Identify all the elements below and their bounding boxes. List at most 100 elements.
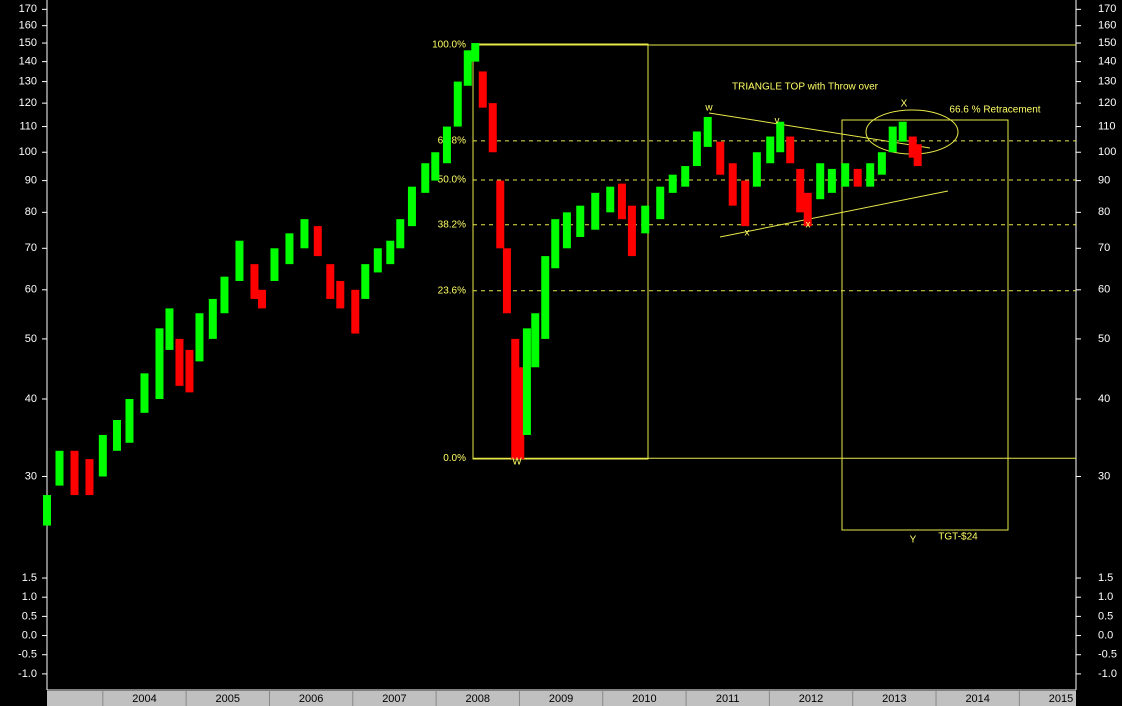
y-tick-label: 60 bbox=[25, 284, 37, 296]
y-tick-label: 110 bbox=[19, 120, 37, 132]
y-tick-label: 150 bbox=[19, 37, 37, 49]
price-bar bbox=[185, 349, 194, 393]
triangle-lower bbox=[719, 190, 949, 238]
x-tick-label: 2015 bbox=[1049, 693, 1073, 705]
y-tick-label: 100 bbox=[19, 146, 37, 158]
x-tick-label: 2014 bbox=[965, 693, 989, 705]
annotation: W bbox=[512, 457, 522, 468]
price-bar bbox=[656, 186, 665, 220]
annotation: TGT-$24 bbox=[938, 532, 978, 543]
y-tick-label: 160 bbox=[1098, 20, 1116, 32]
price-bar bbox=[43, 495, 51, 526]
price-bar bbox=[471, 43, 480, 62]
price-bar bbox=[220, 276, 229, 314]
overlays bbox=[472, 43, 1009, 531]
x-tick-label: 2011 bbox=[716, 693, 740, 705]
target-box bbox=[841, 119, 1009, 531]
fib-label: 100.0% bbox=[432, 40, 466, 51]
annotation: x bbox=[745, 228, 750, 239]
price-bar bbox=[877, 152, 886, 175]
price-bar bbox=[351, 289, 360, 334]
price-bar bbox=[827, 168, 836, 193]
x-tick-label: 2009 bbox=[549, 693, 573, 705]
price-bar bbox=[898, 121, 907, 142]
price-bar bbox=[386, 240, 395, 265]
price-bar bbox=[175, 338, 184, 386]
y-tick-label: -1.0 bbox=[18, 668, 37, 680]
price-bar bbox=[285, 233, 294, 265]
price-bar bbox=[641, 205, 650, 234]
y-tick-label: 90 bbox=[25, 175, 37, 187]
price-bar bbox=[421, 163, 430, 193]
price-bar bbox=[522, 328, 531, 435]
y-tick-label: 40 bbox=[25, 393, 37, 405]
price-bar bbox=[257, 289, 266, 309]
price-bar bbox=[516, 367, 525, 460]
x-tick-label: 2004 bbox=[132, 693, 156, 705]
price-bar bbox=[576, 205, 585, 237]
y-tick-label: 30 bbox=[1098, 470, 1110, 482]
y-tick-label: 50 bbox=[25, 333, 37, 345]
y-tick-label: 80 bbox=[25, 206, 37, 218]
y-tick-label: 170 bbox=[1098, 3, 1116, 15]
price-bar bbox=[551, 219, 560, 269]
annotation: 66.6 % Retracement bbox=[949, 105, 1040, 116]
price-bar bbox=[776, 121, 785, 153]
y-tick-label: 30 bbox=[25, 470, 37, 482]
price-bar bbox=[752, 152, 761, 187]
price-bar bbox=[853, 168, 862, 187]
price-bar bbox=[208, 298, 217, 339]
x-tick-label: 2005 bbox=[216, 693, 240, 705]
y-tick-label: 160 bbox=[19, 20, 37, 32]
price-bar bbox=[703, 116, 712, 147]
y-tick-label: 0.0 bbox=[22, 629, 37, 641]
price-bar bbox=[591, 192, 600, 230]
price-bar bbox=[888, 126, 897, 153]
price-bar bbox=[85, 459, 94, 496]
price-bar bbox=[125, 399, 134, 443]
price-bar bbox=[300, 219, 309, 249]
fib-label: 0.0% bbox=[443, 453, 466, 464]
price-bar bbox=[716, 141, 725, 175]
x-tick-label: 2012 bbox=[799, 693, 823, 705]
price-bar bbox=[98, 434, 107, 477]
price-bar bbox=[796, 168, 805, 213]
fib-label: 23.6% bbox=[438, 285, 466, 296]
y-tick-label: 1.5 bbox=[1098, 572, 1113, 584]
price-bar bbox=[326, 264, 335, 299]
price-bar bbox=[913, 144, 922, 167]
x-tick-label: 2007 bbox=[382, 693, 406, 705]
y-tick-label: 100 bbox=[1098, 146, 1116, 158]
price-bar bbox=[786, 136, 795, 164]
y-tick-label: 130 bbox=[1098, 75, 1116, 87]
y-tick-label: 140 bbox=[1098, 56, 1116, 68]
annotation: X bbox=[901, 99, 908, 110]
price-bar bbox=[431, 152, 440, 181]
y-tick-label: 70 bbox=[1098, 242, 1110, 254]
annotation: x bbox=[806, 220, 811, 231]
price-bar bbox=[70, 450, 79, 496]
y-tick-label: 0.5 bbox=[1098, 610, 1113, 622]
price-bar bbox=[55, 450, 64, 486]
price-bar bbox=[668, 174, 677, 193]
fib-label: 61.8% bbox=[438, 136, 466, 147]
y-tick-label: 150 bbox=[1098, 37, 1116, 49]
price-bar bbox=[488, 103, 497, 153]
price-bar bbox=[235, 240, 244, 281]
price-bar bbox=[606, 186, 615, 213]
y-tick-label: -0.5 bbox=[1098, 649, 1117, 661]
price-bar bbox=[681, 166, 690, 187]
price-bar bbox=[453, 81, 462, 127]
price-bar bbox=[361, 264, 370, 299]
x-tick-label: 2006 bbox=[299, 693, 323, 705]
price-bar bbox=[511, 338, 520, 460]
price-bar bbox=[250, 264, 259, 299]
y-tick-label: 50 bbox=[1098, 333, 1110, 345]
price-bar bbox=[478, 71, 487, 108]
price-bar bbox=[155, 328, 164, 400]
price-bar bbox=[866, 163, 875, 187]
price-bar bbox=[617, 183, 626, 220]
x-tick-label: 2013 bbox=[882, 693, 906, 705]
price-bar bbox=[313, 226, 322, 257]
